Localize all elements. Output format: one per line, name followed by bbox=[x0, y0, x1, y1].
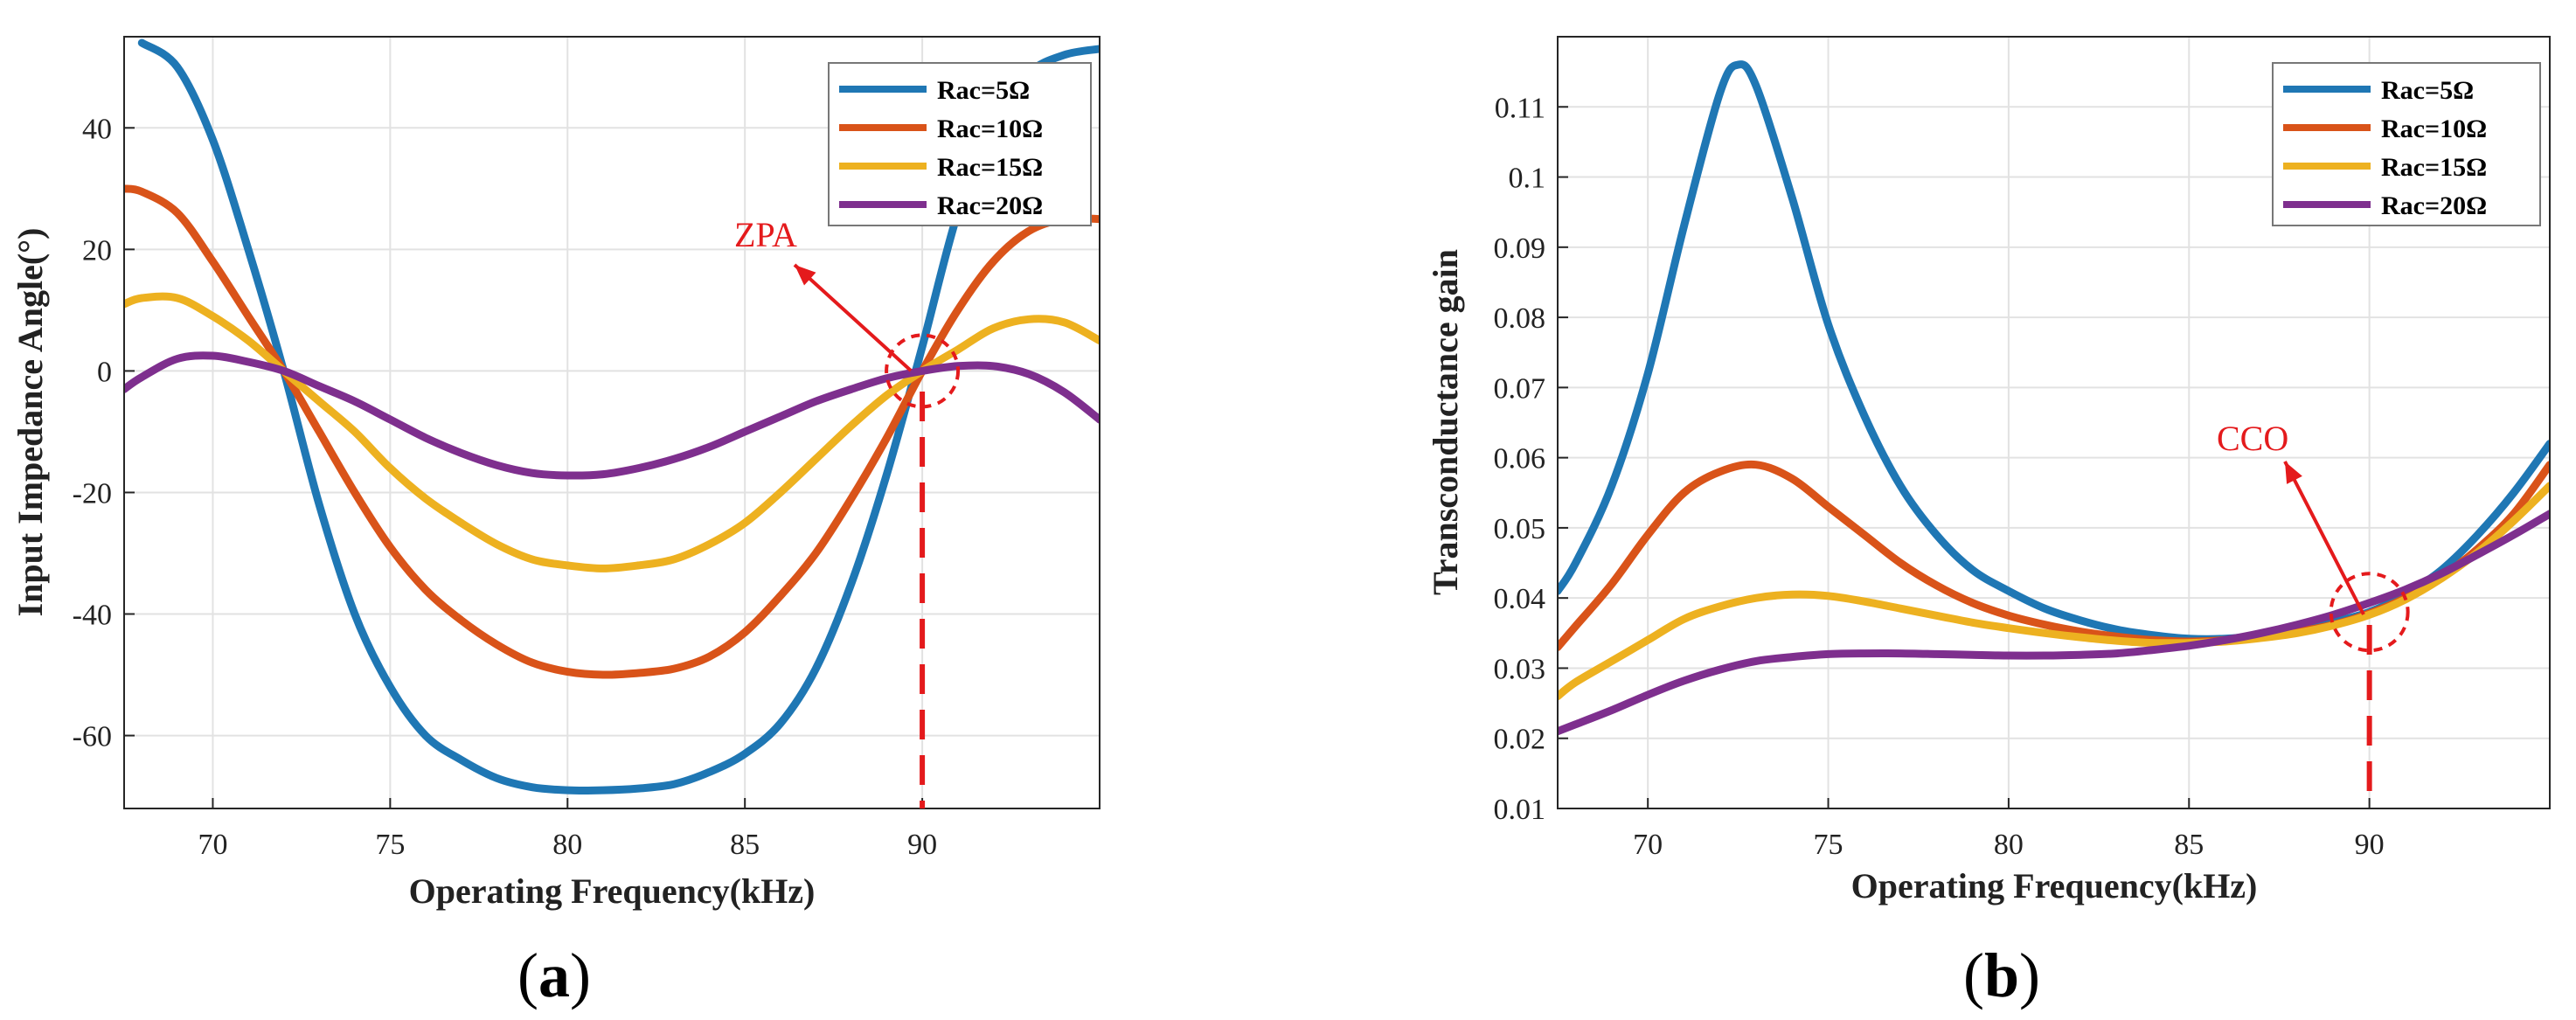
panel-b-legend-entry-1: Rac=5Ω bbox=[2381, 76, 2474, 105]
panel-b-y-tick-label: 0.04 bbox=[1494, 583, 1546, 615]
panel-a-y-tick-label: 0 bbox=[97, 356, 112, 388]
panel-b-x-tick-label: 85 bbox=[2174, 829, 2204, 861]
panel-b-y-tick-label: 0.02 bbox=[1494, 724, 1546, 756]
panel-a-legend: Rac=5Ω Rac=10Ω Rac=15Ω Rac=20Ω bbox=[828, 62, 1092, 226]
panel-a-tick-labels: 70 75 80 85 90 40 20 0 -20 -40 -60 bbox=[73, 113, 937, 861]
panel-a-x-tick-label: 70 bbox=[198, 829, 227, 861]
cco-arrow-head bbox=[2285, 461, 2302, 484]
panel-b-cco-marker: CCO bbox=[2217, 419, 2410, 791]
panel-a-x-tick-label: 90 bbox=[907, 829, 937, 861]
panel-a-y-tick-label: -20 bbox=[73, 477, 112, 510]
panel-b-label-letter: b bbox=[1984, 940, 2019, 1010]
panel-a-zpa-marker: ZPA bbox=[734, 215, 961, 808]
panel-a-chart: 70 75 80 85 90 40 20 0 -20 -40 -60 ZPA Operating F… bbox=[10, 36, 1101, 1010]
zpa-arrow bbox=[793, 263, 913, 372]
panel-a-legend-entry-4: Rac=20Ω bbox=[937, 191, 1043, 220]
panel-a-series-line-3 bbox=[124, 292, 1100, 572]
panel-b-series-lines bbox=[1558, 60, 2550, 736]
panel-b-label: (b) bbox=[1963, 940, 2040, 1010]
panel-b-chart: 70 75 80 85 90 0.11 0.1 0.09 0.08 0.07 0.06 0.05 0.0… bbox=[1426, 36, 2551, 1010]
panel-b-y-tick-label: 0.1 bbox=[1509, 163, 1546, 195]
panel-a-legend-entry-3: Rac=15Ω bbox=[937, 153, 1043, 182]
panel-a-x-axis-label: Operating Frequency(kHz) bbox=[409, 871, 816, 911]
panel-b-tick-labels: 70 75 80 85 90 0.11 0.1 0.09 0.08 0.07 0.06 0.05 0.0… bbox=[1494, 92, 2385, 861]
panel-b-y-tick-label: 0.03 bbox=[1494, 653, 1546, 685]
panel-b-y-tick-label: 0.08 bbox=[1494, 302, 1546, 335]
panel-b-x-tick-label: 80 bbox=[1994, 829, 2024, 861]
cco-arrow bbox=[2283, 461, 2365, 615]
zpa-arrow-head bbox=[795, 265, 816, 286]
panel-b-series-line-3 bbox=[1558, 482, 2550, 701]
panel-a-y-tick-label: 20 bbox=[82, 234, 112, 267]
panel-a-y-tick-label: -40 bbox=[73, 600, 112, 632]
panel-b-legend-entry-2: Rac=10Ω bbox=[2381, 114, 2487, 143]
panel-b-y-tick-label: 0.09 bbox=[1494, 232, 1546, 265]
panel-a-x-tick-label: 80 bbox=[552, 829, 582, 861]
panel-b-legend-entry-3: Rac=15Ω bbox=[2381, 153, 2487, 182]
zpa-dashed-circle bbox=[885, 333, 961, 409]
panel-b-x-tick-label: 75 bbox=[1814, 829, 1843, 861]
panel-b-legend: Rac=5Ω Rac=10Ω Rac=15Ω Rac=20Ω bbox=[2272, 62, 2541, 226]
panel-a-x-tick-label: 75 bbox=[375, 829, 405, 861]
panel-b-series-line-2 bbox=[1558, 460, 2550, 651]
panel-a-y-tick-label: -60 bbox=[73, 721, 112, 753]
panel-b-y-tick-label: 0.11 bbox=[1495, 92, 1545, 124]
zpa-label: ZPA bbox=[734, 215, 797, 254]
panel-b-y-tick-label: 0.06 bbox=[1494, 443, 1546, 475]
panel-b-y-tick-label: 0.07 bbox=[1494, 372, 1546, 405]
panel-b-legend-entry-4: Rac=20Ω bbox=[2381, 191, 2487, 220]
cco-label: CCO bbox=[2217, 419, 2288, 458]
panel-a-label-open: ( bbox=[517, 940, 538, 1010]
panel-b-plot-frame bbox=[1557, 36, 2551, 809]
panel-a-label-letter: a bbox=[538, 940, 570, 1010]
panel-b-y-tick-label: 0.05 bbox=[1494, 513, 1546, 545]
panel-a-series-line-4 bbox=[124, 351, 1100, 480]
panel-a-legend-entry-1: Rac=5Ω bbox=[937, 76, 1030, 105]
panel-a-x-tick-label: 85 bbox=[730, 829, 760, 861]
panel-a-y-tick-label: 40 bbox=[82, 113, 112, 145]
panel-b-x-axis-label: Operating Frequency(kHz) bbox=[1851, 866, 2258, 906]
panel-a-label: (a) bbox=[517, 940, 591, 1010]
panel-a-y-axis-label: Input Impedance Angle(°) bbox=[10, 228, 50, 617]
panel-b-x-tick-label: 70 bbox=[1633, 829, 1663, 861]
panel-a-plot-frame bbox=[123, 36, 1101, 809]
panel-b-series-line-4 bbox=[1558, 510, 2550, 736]
panel-a-label-close: ) bbox=[570, 940, 591, 1010]
panel-a-legend-entry-2: Rac=10Ω bbox=[937, 114, 1043, 143]
panel-b-y-tick-label: 0.01 bbox=[1494, 794, 1546, 826]
panel-a-series-lines bbox=[124, 38, 1100, 794]
panel-b-x-tick-label: 90 bbox=[2355, 829, 2385, 861]
panel-a-series-line-2 bbox=[124, 184, 1100, 679]
panel-b-y-axis-label: Transconductance gain bbox=[1426, 249, 1465, 595]
panel-b-label-close: ) bbox=[2019, 940, 2040, 1010]
panel-b-label-open: ( bbox=[1963, 940, 1984, 1010]
cco-dashed-circle bbox=[2329, 572, 2410, 653]
